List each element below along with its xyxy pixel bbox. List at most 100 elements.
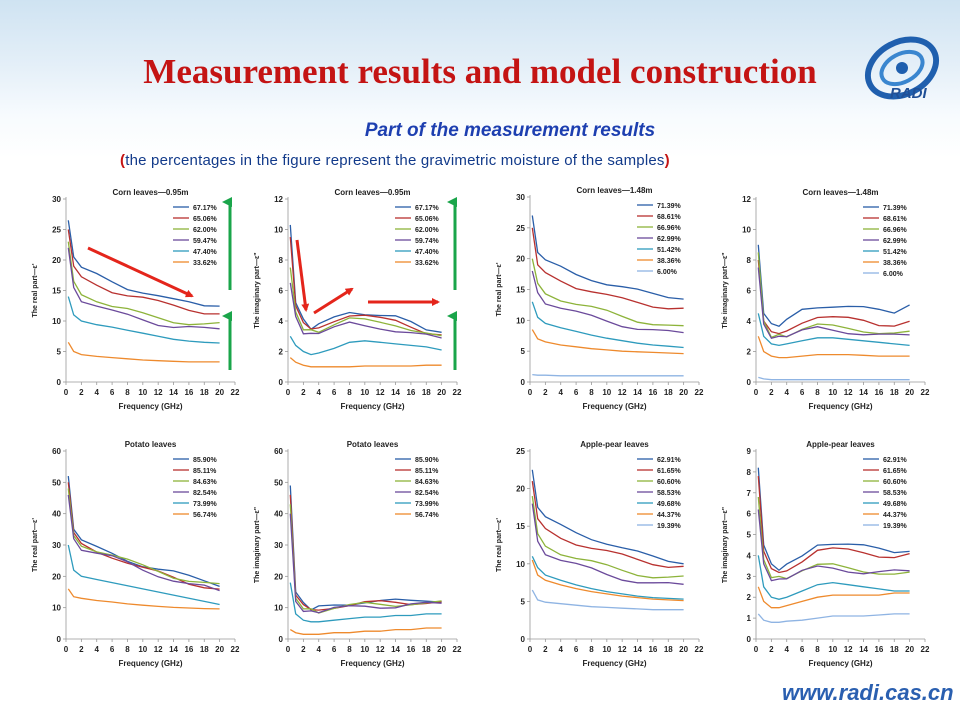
y-tick-label: 20 — [52, 572, 61, 581]
x-tick-label: 4 — [785, 388, 790, 397]
series-line — [757, 476, 910, 574]
y-tick-label: 25 — [516, 224, 525, 233]
chart-potato-imaginary: Potato leaves 0 10 20 30 40 50 60 0 2 4 6 8 10 12 14 16 1… — [250, 437, 465, 677]
x-tick-label: 4 — [317, 388, 322, 397]
x-tick-label: 20 — [679, 388, 688, 397]
x-tick-label: 4 — [95, 388, 100, 397]
legend-label: 82.54% — [415, 490, 440, 497]
x-tick-label: 0 — [64, 388, 69, 397]
series-line — [757, 336, 910, 359]
y-tick-label: 2 — [747, 348, 752, 357]
y-tick-label: 0 — [279, 378, 284, 387]
chart-svg: Corn leaves—0.95m 0 2 4 6 8 10 12 0 2 4 6 8 10 12 14 16 1… — [254, 188, 462, 411]
y-tick-label: 15 — [52, 287, 61, 296]
slide-subtitle: Part of the measurement results — [364, 120, 656, 141]
series-line — [531, 556, 684, 600]
x-tick-label: 16 — [874, 388, 883, 397]
x-tick-label: 6 — [332, 645, 337, 654]
x-tick-label: 18 — [200, 388, 209, 397]
series-line — [289, 357, 442, 368]
x-tick-label: 20 — [215, 388, 224, 397]
x-tick-label: 18 — [422, 645, 431, 654]
x-tick-label: 0 — [754, 645, 759, 654]
legend-label: 67.17% — [415, 205, 440, 212]
x-tick-label: 2 — [79, 388, 84, 397]
y-tick-label: 8 — [747, 256, 752, 265]
y-tick-label: 1 — [747, 614, 752, 623]
x-tick-label: 4 — [785, 645, 790, 654]
y-axis-label: The imaginary part—ε" — [254, 252, 261, 328]
y-tick-label: 4 — [747, 551, 752, 560]
x-tick-label: 14 — [633, 388, 642, 397]
legend-label: 47.40% — [415, 249, 440, 256]
x-tick-label: 14 — [633, 645, 642, 654]
x-tick-label: 18 — [664, 645, 673, 654]
x-tick-label: 10 — [138, 645, 147, 654]
y-tick-label: 50 — [52, 478, 61, 487]
legend-label: 65.06% — [193, 216, 218, 223]
series-line — [757, 555, 910, 600]
x-tick-label: 0 — [286, 388, 291, 397]
y-tick-label: 7 — [747, 489, 752, 498]
legend-label: 68.61% — [657, 214, 682, 221]
legend-label: 84.63% — [415, 479, 440, 486]
y-tick-label: 10 — [516, 560, 525, 569]
chart-svg: Corn leaves—1.48m 0 5 10 15 20 25 30 0 2 4 6 8 10 12 14… — [496, 186, 704, 411]
y-axis-label: The real part—ε' — [496, 262, 503, 316]
x-axis-label: Frequency (GHz) — [340, 402, 404, 411]
chart-title: Apple-pear leaves — [806, 440, 875, 449]
legend-label: 51.42% — [657, 247, 682, 254]
legend-label: 59.74% — [415, 238, 440, 245]
y-tick-label: 0 — [747, 635, 752, 644]
y-axis-label: The imaginary part—ε" — [722, 507, 729, 583]
series-line — [757, 613, 910, 623]
radi-logo: RADI — [864, 36, 940, 102]
series-line — [757, 586, 910, 609]
legend-label: 68.61% — [883, 216, 908, 223]
y-axis-label: The imaginary part—ε" — [722, 252, 729, 328]
series-line — [757, 509, 910, 582]
legend-label: 62.00% — [193, 227, 218, 234]
x-tick-label: 2 — [301, 645, 306, 654]
series-line — [532, 373, 684, 377]
x-axis-label: Frequency (GHz) — [582, 402, 646, 411]
x-tick-label: 22 — [921, 388, 930, 397]
y-tick-label: 30 — [274, 541, 283, 550]
y-tick-label: 0 — [521, 378, 526, 387]
series-line — [67, 482, 220, 590]
x-tick-label: 8 — [815, 645, 820, 654]
moisture-note: (the percentages in the figure represent… — [120, 152, 900, 169]
y-tick-label: 0 — [747, 378, 752, 387]
x-tick-label: 14 — [169, 645, 178, 654]
x-tick-label: 0 — [528, 645, 533, 654]
series-line — [289, 627, 442, 635]
x-tick-label: 2 — [543, 645, 548, 654]
series-line — [757, 244, 910, 327]
y-tick-label: 12 — [274, 195, 283, 204]
y-axis-label: The real part—ε' — [32, 263, 39, 317]
x-tick-label: 2 — [543, 388, 548, 397]
x-tick-label: 12 — [376, 645, 385, 654]
legend-label: 49.68% — [883, 501, 908, 508]
x-tick-label: 6 — [574, 388, 579, 397]
legend-label: 44.37% — [657, 512, 682, 519]
x-tick-label: 12 — [618, 388, 627, 397]
x-tick-label: 10 — [828, 388, 837, 397]
x-tick-label: 6 — [800, 645, 805, 654]
x-tick-label: 4 — [95, 645, 100, 654]
x-tick-label: 6 — [332, 388, 337, 397]
series-line — [531, 227, 684, 310]
x-tick-label: 6 — [800, 388, 805, 397]
logo-text: RADI — [890, 85, 927, 102]
x-tick-label: 8 — [589, 645, 594, 654]
x-tick-label: 18 — [422, 388, 431, 397]
legend-label: 6.00% — [657, 269, 678, 276]
x-tick-label: 16 — [648, 645, 657, 654]
y-tick-label: 30 — [516, 193, 525, 202]
y-tick-label: 25 — [516, 447, 525, 456]
x-tick-label: 14 — [859, 645, 868, 654]
series-line — [531, 215, 684, 300]
y-tick-label: 10 — [274, 604, 283, 613]
series-line — [531, 301, 684, 349]
